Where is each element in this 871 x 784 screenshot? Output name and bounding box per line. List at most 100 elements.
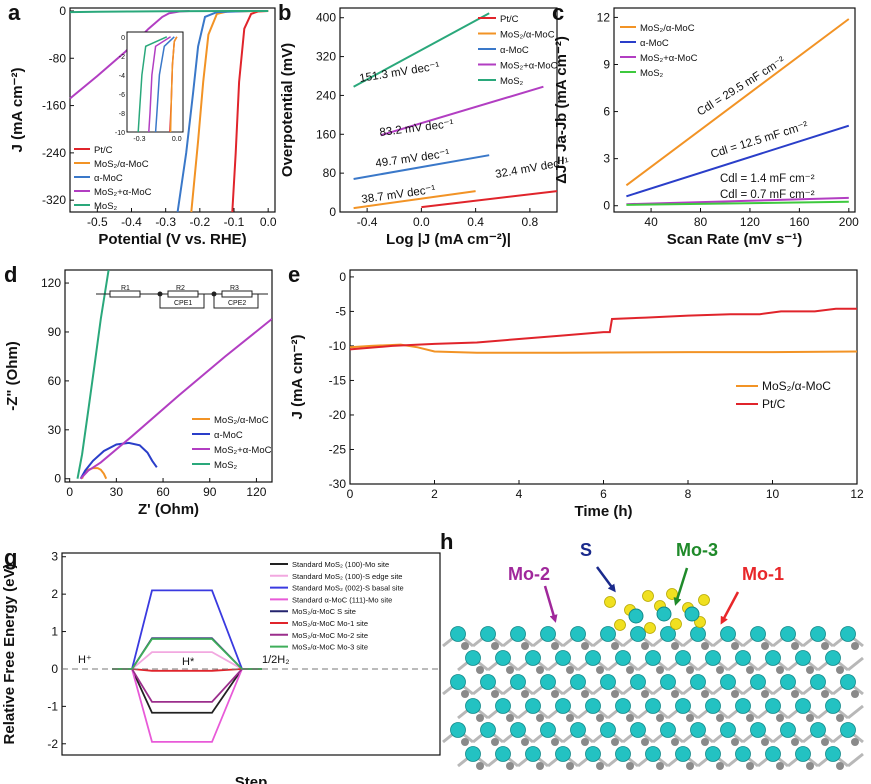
y-tick-label: 3 [51,550,58,564]
y-axis-label: -Z" (Ohm) [4,341,21,411]
x-tick-label: -0.2 [189,215,210,229]
y-tick-label: 320 [316,50,336,64]
mo-atom [630,674,646,690]
inset-series-line-3 [148,36,172,133]
carbon-atom [626,714,634,722]
y-tick-label: -5 [335,304,346,318]
step-label: H* [182,656,195,668]
x-tick-label: 0.0 [413,215,430,229]
carbon-atom [551,642,559,650]
carbon-atom [611,738,619,746]
circuit-label: R2 [176,285,185,292]
y-tick-label: 30 [48,423,62,437]
plot-frame [61,552,441,756]
circuit-label: CPE2 [228,300,246,307]
mo-atom [810,722,826,738]
carbon-atom [836,666,844,674]
legend-label: Standard α-MoC (111)-Mo site [292,595,392,604]
mo-atom [645,746,661,762]
y-axis-label: ΔJ= Ja-Jb (mA cm⁻²) [553,36,570,184]
mo-atom [735,650,751,666]
carbon-atom [791,642,799,650]
series-line-2 [626,196,849,206]
mo-atom [840,674,856,690]
x-tick-label: 0.4 [467,215,484,229]
x-tick-label: 10 [766,487,780,501]
panel-label: d [4,262,17,287]
inset-y-tick-label: -6 [119,92,125,99]
y-tick-label: 80 [323,166,337,180]
mo-atom [780,626,796,642]
y-tick-label: 6 [603,105,610,119]
carbon-atom [761,738,769,746]
mo-atom [495,650,511,666]
y-tick-label: 0 [54,472,61,486]
bond [847,704,864,720]
panel-label: c [552,0,564,25]
y-tick-label: 0 [51,662,58,676]
series-group [76,270,272,480]
mo-atom [810,674,826,690]
mo-atom [630,722,646,738]
carbon-atom [731,738,739,746]
mo-atom [600,722,616,738]
carbon-atom [611,642,619,650]
legend-label: MoS₂ [500,76,524,87]
x-tick-label: 40 [644,215,658,229]
y-tick-label: 120 [41,276,61,290]
carbon-atom [506,714,514,722]
step-label: 1/2H₂ [262,654,290,666]
mo-atom [510,674,526,690]
mo-atom [555,650,571,666]
mo-atom [825,650,841,666]
carbon-atom [461,642,469,650]
carbon-atom [686,666,694,674]
carbon-atom [521,738,529,746]
mos2-cluster [604,588,710,634]
carbon-atom [851,642,859,650]
s-atom [614,619,626,631]
mo-atom [675,698,691,714]
x-axis-label: Scan Rate (mV s⁻¹) [667,231,802,248]
legend-label: MoS₂/α-MoC Mo-3 site [292,643,368,652]
x-axis-label: Log |J (mA cm⁻²)| [386,231,511,248]
cdl-label: Cdl = 0.7 mF cm⁻² [720,189,815,201]
mo-atom [465,698,481,714]
panel-label: a [8,0,21,25]
mo-atom [705,698,721,714]
mo-atom [720,626,736,642]
carbon-atom [851,738,859,746]
carbon-atom [566,762,574,770]
site-label: Mo-2 [508,564,550,584]
x-tick-label: -0.5 [87,215,108,229]
carbon-atom [536,762,544,770]
mo-atom [465,746,481,762]
mo-atom [705,746,721,762]
molecular-structure-panel: h Mo-2 S Mo-3 Mo-1 [440,529,864,770]
carbon-atom [791,690,799,698]
legend-label: MoS₂ [94,201,118,212]
mo-atom [540,722,556,738]
y-tick-label: 60 [48,374,62,388]
plot-frame [339,7,558,213]
carbon-atom [686,714,694,722]
mo-atom [675,746,691,762]
mo-atom [780,722,796,738]
carbon-atom [716,666,724,674]
chart-b: -0.4 0.0 0.4 0.8 0 80 160 240 320 400 b Log |J (mA … [278,0,570,248]
chart-c: 40 80 120 160 200 0 3 6 9 12 c Scan Rate (mV s⁻¹) ΔJ… [552,0,859,248]
carbon-atom [671,642,679,650]
x-tick-label: 0.8 [522,215,539,229]
carbon-atom [581,642,589,650]
panel-label: h [440,529,453,554]
mo-atom [645,698,661,714]
x-tick-label: 12 [850,487,864,501]
carbon-atom [656,714,664,722]
inset-plot: 0 -2 -4 -6 -8 -10 -0.3 0.0 [115,31,184,143]
inset-y-tick-label: -4 [119,73,125,80]
carbon-atom [731,690,739,698]
slope-label: 83.2 mV dec⁻¹ [379,118,455,139]
circuit-node [211,291,217,297]
carbon-atom [521,690,529,698]
carbon-atom [476,714,484,722]
